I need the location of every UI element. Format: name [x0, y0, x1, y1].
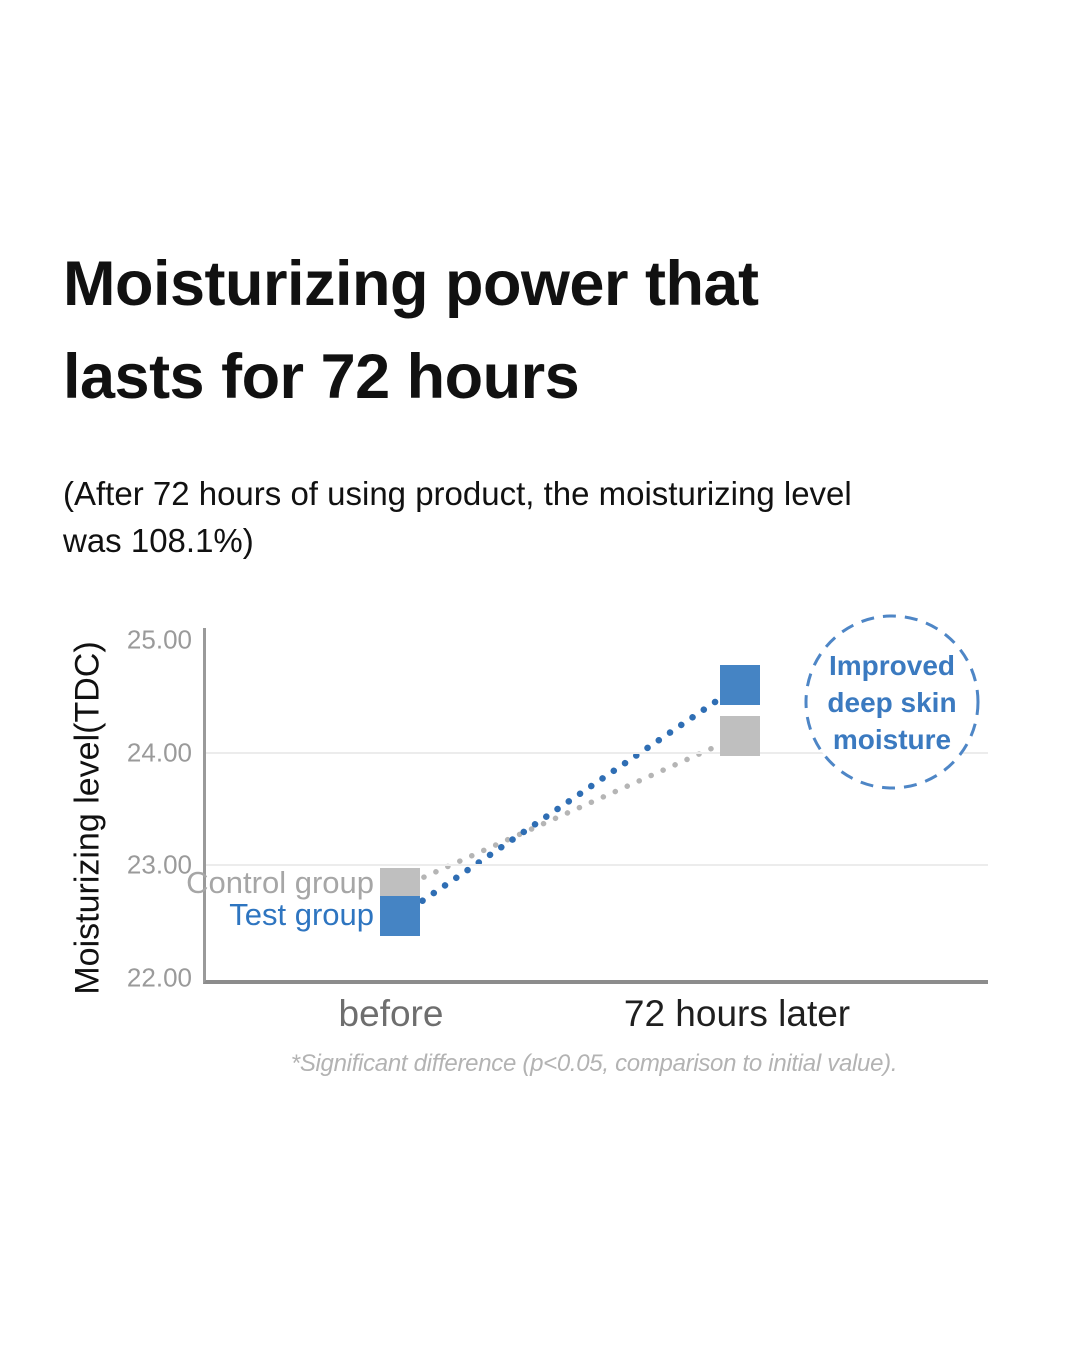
footnote: *Significant difference (p<0.05, compari… [290, 1050, 898, 1077]
marker-test-group-before [380, 896, 420, 937]
dotted-line-control-group [397, 733, 743, 891]
annotation-line-3: moisture [832, 723, 952, 755]
x-tick-72-hours-later: 72 hours later [623, 993, 851, 1034]
y-tick-label-23-00: 23.00 [126, 849, 192, 880]
y-tick-label-22-00: 22.00 [126, 962, 192, 993]
annotation-line-1: Improved [828, 649, 956, 681]
gridline-23-00 [206, 864, 988, 867]
y-axis-title: Moisturizing level(TDC) [68, 641, 107, 995]
page-title: Moisturizing power that lasts for 72 hou… [63, 249, 759, 412]
gridline-24-00 [206, 751, 988, 754]
y-tick-label-24-00: 24.00 [126, 737, 192, 768]
dotted-line-test-group [396, 681, 744, 920]
dotted-trend-lines [396, 681, 744, 920]
y-tick-label-25-00: 25.00 [126, 624, 192, 655]
annotation-circle: Improved deep skin moisture [803, 613, 981, 791]
legend-test-group-label: Test group [229, 897, 374, 932]
annotation-line-2: deep skin [827, 686, 957, 718]
marker-control-group-72-hours-later [720, 715, 760, 756]
annotation-text: Improved deep skin moisture [803, 613, 981, 791]
page-subtitle: (After 72 hours of using product, the mo… [63, 475, 852, 559]
marker-test-group-72-hours-later [720, 665, 760, 706]
legend-control-group-label: Control group [186, 865, 374, 900]
x-tick-before: before [338, 993, 444, 1034]
plot-area: 25.00 24.00 23.00 22.00 [127, 625, 988, 993]
dashed-circle-icon [804, 614, 980, 790]
